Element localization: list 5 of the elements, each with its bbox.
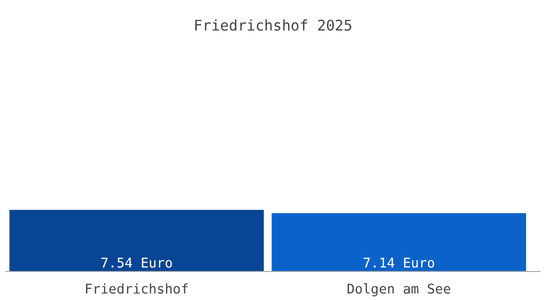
data-label: 7.14 Euro [362,256,435,272]
x-tick-label: Friedrichshof [84,282,189,298]
x-tick-label: Dolgen am See [346,282,452,298]
chart-title: Friedrichshof 2025 [194,18,352,34]
data-label: 7.54 Euro [100,256,173,272]
